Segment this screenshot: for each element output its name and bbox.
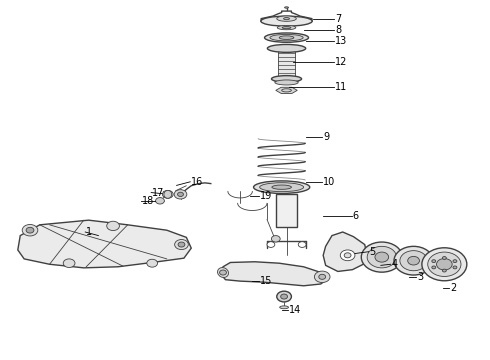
Bar <box>278 51 295 79</box>
Text: 12: 12 <box>335 57 348 67</box>
Ellipse shape <box>282 27 291 29</box>
Text: 1: 1 <box>86 227 92 237</box>
Circle shape <box>437 258 452 270</box>
Text: 13: 13 <box>335 36 347 46</box>
Circle shape <box>340 250 355 261</box>
Text: 5: 5 <box>369 247 376 257</box>
Circle shape <box>428 252 461 276</box>
Circle shape <box>267 242 275 247</box>
Circle shape <box>162 190 173 198</box>
Circle shape <box>432 260 436 262</box>
Circle shape <box>177 192 183 197</box>
Text: 10: 10 <box>323 177 336 187</box>
Text: 17: 17 <box>152 188 165 198</box>
Circle shape <box>361 242 402 272</box>
Circle shape <box>344 253 351 258</box>
Circle shape <box>298 242 306 247</box>
Ellipse shape <box>270 35 303 41</box>
Ellipse shape <box>271 76 301 82</box>
Ellipse shape <box>280 306 289 309</box>
Circle shape <box>315 271 330 283</box>
Circle shape <box>147 259 158 267</box>
Text: 15: 15 <box>260 276 272 286</box>
Ellipse shape <box>268 44 306 52</box>
Circle shape <box>375 252 389 262</box>
Circle shape <box>107 221 120 230</box>
Text: 16: 16 <box>191 177 203 187</box>
Circle shape <box>281 294 288 299</box>
Circle shape <box>422 248 467 281</box>
Ellipse shape <box>253 181 310 193</box>
Circle shape <box>442 257 446 260</box>
Circle shape <box>277 291 292 302</box>
Ellipse shape <box>272 185 292 189</box>
Text: 2: 2 <box>450 283 457 293</box>
Circle shape <box>367 246 396 268</box>
Text: 9: 9 <box>323 132 329 142</box>
Ellipse shape <box>285 7 289 8</box>
Circle shape <box>453 266 457 269</box>
Circle shape <box>26 227 34 233</box>
Ellipse shape <box>260 183 304 192</box>
Circle shape <box>432 266 436 269</box>
Circle shape <box>174 239 188 249</box>
Circle shape <box>271 235 280 242</box>
Circle shape <box>408 256 419 265</box>
Circle shape <box>442 269 446 272</box>
Text: 4: 4 <box>392 259 398 269</box>
Text: 18: 18 <box>143 196 155 206</box>
Ellipse shape <box>277 26 296 30</box>
Text: 8: 8 <box>335 26 342 35</box>
Bar <box>276 194 297 226</box>
Circle shape <box>394 246 433 275</box>
Ellipse shape <box>275 80 298 85</box>
Circle shape <box>178 242 185 247</box>
Circle shape <box>156 198 164 204</box>
Text: 6: 6 <box>352 211 359 221</box>
Circle shape <box>400 251 427 271</box>
Circle shape <box>220 270 226 275</box>
Text: 19: 19 <box>260 191 272 201</box>
Circle shape <box>174 190 187 199</box>
Text: 11: 11 <box>335 82 347 93</box>
Ellipse shape <box>261 16 312 26</box>
Ellipse shape <box>284 18 290 20</box>
Ellipse shape <box>164 190 171 198</box>
Polygon shape <box>323 232 367 271</box>
Ellipse shape <box>265 33 309 42</box>
Circle shape <box>22 225 38 236</box>
Ellipse shape <box>277 16 296 21</box>
Text: 3: 3 <box>417 272 423 282</box>
Ellipse shape <box>218 267 228 278</box>
Polygon shape <box>276 87 297 94</box>
Circle shape <box>453 260 457 262</box>
Polygon shape <box>18 220 191 268</box>
Text: 7: 7 <box>335 14 342 24</box>
Circle shape <box>319 274 326 279</box>
Polygon shape <box>220 262 328 286</box>
Circle shape <box>63 259 75 267</box>
Ellipse shape <box>279 36 294 40</box>
Text: 14: 14 <box>289 305 301 315</box>
